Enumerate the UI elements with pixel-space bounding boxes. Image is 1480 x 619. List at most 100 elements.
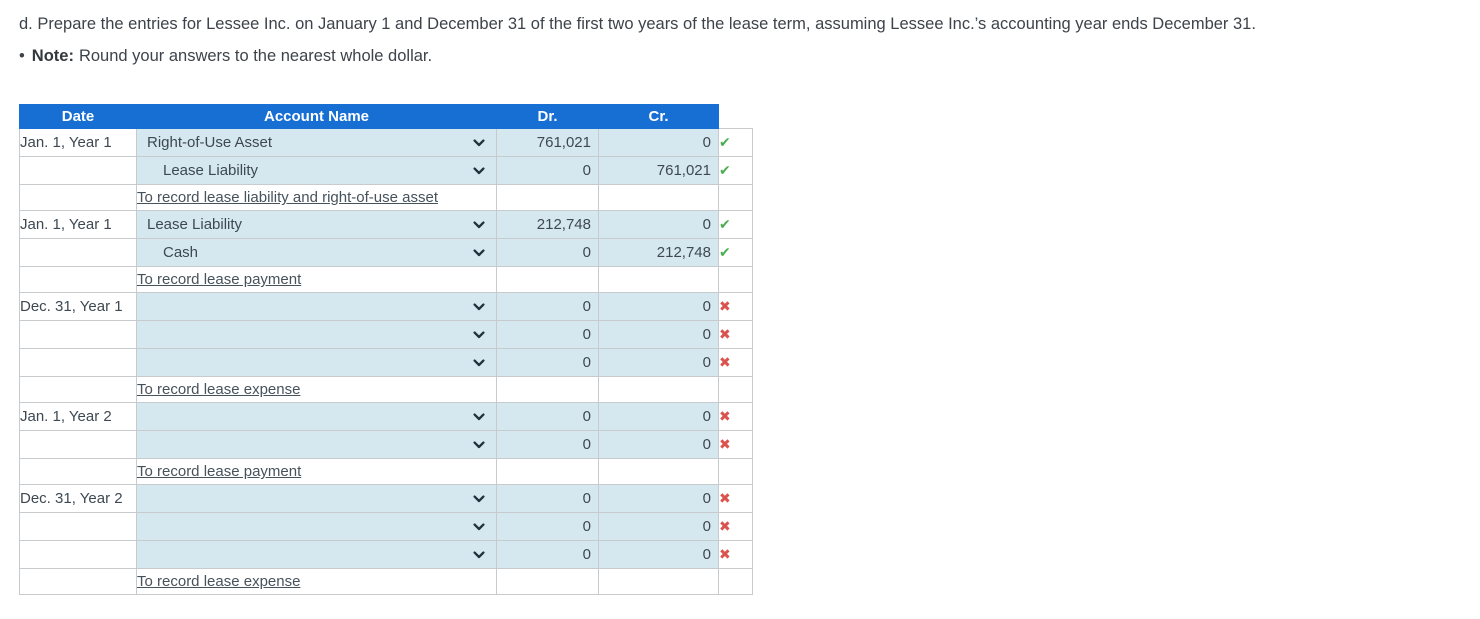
chevron-down-icon — [473, 441, 485, 449]
account-cell — [136, 484, 497, 514]
account-select[interactable]: Lease Liability — [138, 158, 496, 184]
chevron-down-icon — [473, 221, 485, 229]
entry-row: Dec. 31, Year 1 ✖ — [19, 292, 753, 322]
account-select[interactable] — [138, 486, 496, 512]
memo-text: To record lease payment — [137, 463, 302, 481]
credit-input[interactable] — [599, 321, 718, 348]
account-cell — [136, 348, 497, 378]
credit-input[interactable] — [599, 513, 718, 540]
note-text: Round your answers to the nearest whole … — [78, 47, 433, 66]
date-cell — [19, 348, 137, 378]
account-cell: Lease Liability — [136, 156, 497, 186]
incorrect-x-icon: ✖ — [719, 409, 731, 426]
account-select[interactable] — [138, 350, 496, 376]
memo-row: To record lease payment — [19, 266, 753, 294]
credit-input[interactable] — [599, 157, 718, 184]
debit-cell — [496, 292, 599, 322]
debit-cell — [496, 512, 599, 542]
status-cell-empty — [718, 568, 753, 596]
credit-cell — [598, 292, 719, 322]
incorrect-x-icon: ✖ — [719, 519, 731, 536]
credit-cell — [598, 238, 719, 268]
correct-check-icon: ✔ — [719, 245, 731, 262]
date-cell: Dec. 31, Year 1 — [19, 292, 137, 322]
date-cell — [19, 266, 137, 294]
credit-input[interactable] — [599, 349, 718, 376]
status-cell: ✖ — [718, 540, 753, 570]
credit-cell — [598, 128, 719, 158]
memo-cell: To record lease expense — [136, 568, 497, 596]
debit-cell — [496, 210, 599, 240]
credit-input[interactable] — [599, 403, 718, 430]
credit-cell-empty — [598, 568, 719, 596]
date-cell: Jan. 1, Year 1 — [19, 210, 137, 240]
debit-input[interactable] — [497, 129, 598, 156]
chevron-down-icon — [473, 523, 485, 531]
credit-input[interactable] — [599, 431, 718, 458]
account-cell — [136, 320, 497, 350]
memo-row: To record lease payment — [19, 458, 753, 486]
account-select[interactable]: Right-of-Use Asset — [138, 130, 496, 156]
account-select[interactable]: Cash — [138, 240, 496, 266]
debit-input[interactable] — [497, 321, 598, 348]
column-header-cr: Cr. — [598, 104, 719, 130]
date-cell — [19, 320, 137, 350]
chevron-down-icon — [473, 303, 485, 311]
memo-text: To record lease liability and right-of-u… — [137, 189, 438, 207]
status-cell: ✔ — [718, 128, 753, 158]
credit-cell — [598, 320, 719, 350]
entry-row: ✖ — [19, 512, 753, 542]
credit-input[interactable] — [599, 239, 718, 266]
table-header-row: Date Account Name Dr. Cr. — [19, 104, 753, 130]
credit-input[interactable] — [599, 541, 718, 568]
memo-text: To record lease payment — [137, 271, 302, 289]
debit-cell — [496, 320, 599, 350]
debit-input[interactable] — [497, 513, 598, 540]
credit-input[interactable] — [599, 485, 718, 512]
entry-row: Cash ✔ — [19, 238, 753, 268]
note-label: Note: — [31, 47, 74, 66]
debit-input[interactable] — [497, 485, 598, 512]
debit-cell — [496, 348, 599, 378]
credit-input[interactable] — [599, 211, 718, 238]
account-cell: Lease Liability — [136, 210, 497, 240]
status-cell-empty — [718, 184, 753, 212]
debit-input[interactable] — [497, 157, 598, 184]
account-cell — [136, 292, 497, 322]
debit-input[interactable] — [497, 431, 598, 458]
credit-cell-empty — [598, 184, 719, 212]
account-select[interactable] — [138, 432, 496, 458]
credit-input[interactable] — [599, 293, 718, 320]
account-select[interactable]: Lease Liability — [138, 212, 496, 238]
debit-input[interactable] — [497, 349, 598, 376]
account-select[interactable] — [138, 404, 496, 430]
memo-cell: To record lease liability and right-of-u… — [136, 184, 497, 212]
credit-cell — [598, 210, 719, 240]
debit-cell — [496, 540, 599, 570]
instruction-text: d. Prepare the entries for Lessee Inc. o… — [19, 15, 1256, 33]
correct-check-icon: ✔ — [719, 135, 731, 152]
account-cell — [136, 512, 497, 542]
debit-input[interactable] — [497, 293, 598, 320]
account-cell: Cash — [136, 238, 497, 268]
status-cell: ✔ — [718, 156, 753, 186]
debit-input[interactable] — [497, 239, 598, 266]
credit-input[interactable] — [599, 129, 718, 156]
debit-cell — [496, 238, 599, 268]
status-column-spacer — [719, 105, 753, 129]
account-select[interactable] — [138, 294, 496, 320]
debit-input[interactable] — [497, 403, 598, 430]
journal-entry-table: Date Account Name Dr. Cr. Jan. 1, Year 1… — [19, 104, 753, 596]
debit-input[interactable] — [497, 541, 598, 568]
account-select[interactable] — [138, 322, 496, 348]
account-select[interactable] — [138, 514, 496, 540]
chevron-down-icon — [473, 331, 485, 339]
status-cell: ✖ — [718, 320, 753, 350]
account-cell: Right-of-Use Asset — [136, 128, 497, 158]
entry-row: ✖ — [19, 540, 753, 570]
status-cell-empty — [718, 266, 753, 294]
debit-input[interactable] — [497, 211, 598, 238]
account-select[interactable] — [138, 542, 496, 568]
date-cell — [19, 568, 137, 596]
